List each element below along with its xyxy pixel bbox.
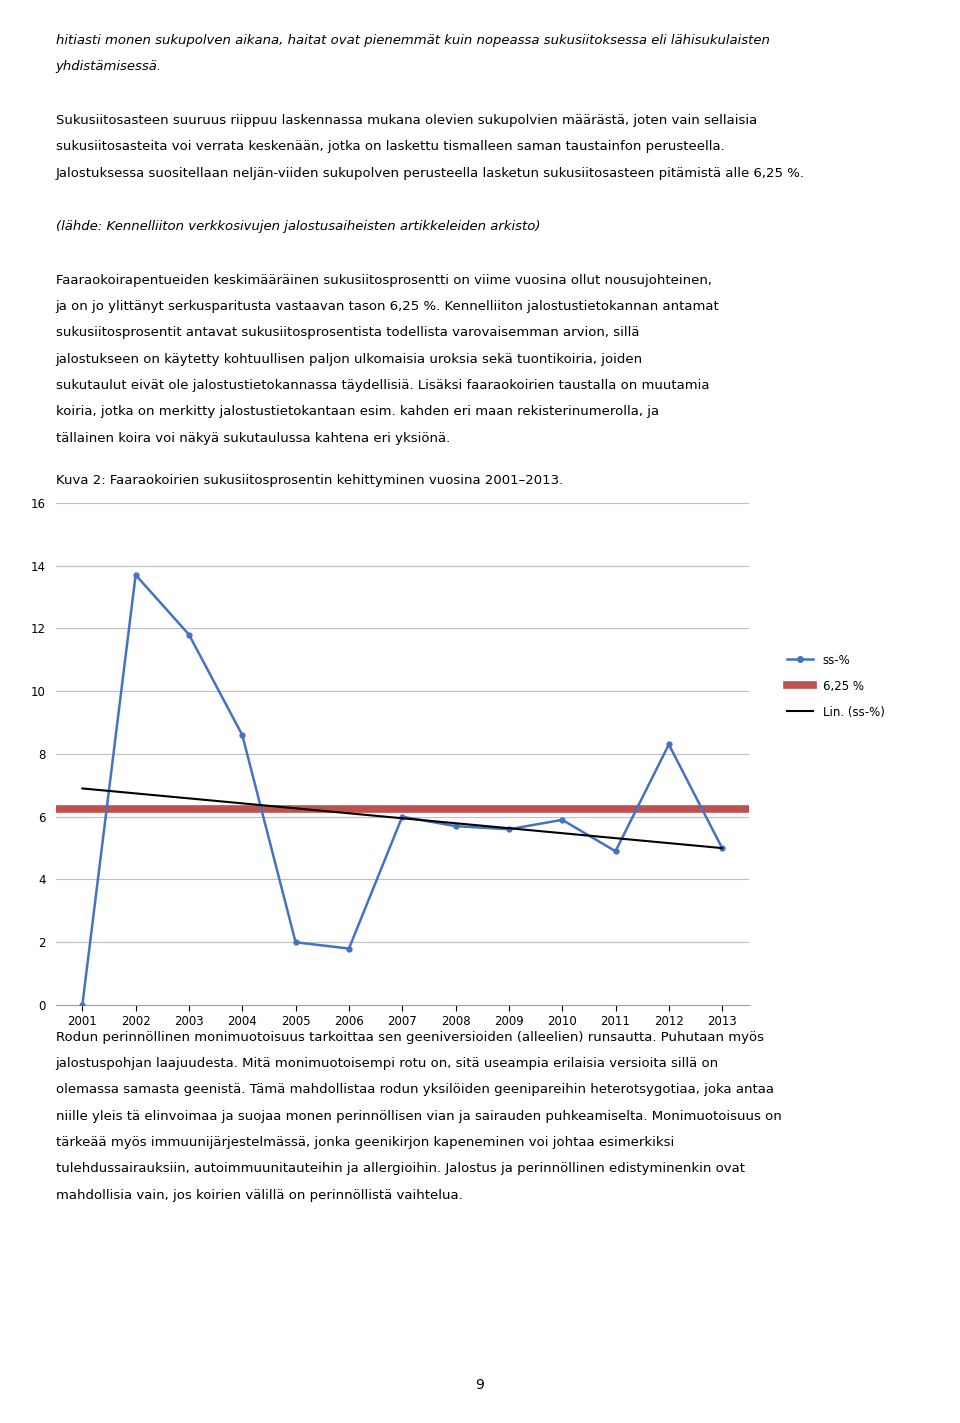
Text: sukusiitosprosentit antavat sukusiitosprosentista todellista varovaisemman arvio: sukusiitosprosentit antavat sukusiitospr… — [56, 326, 639, 339]
Text: tällainen koira voi näkyä sukutaulussa kahtena eri yksiönä.: tällainen koira voi näkyä sukutaulussa k… — [56, 431, 450, 444]
Text: niille yleis tä elinvoimaa ja suojaa monen perinnöllisen vian ja sairauden puhke: niille yleis tä elinvoimaa ja suojaa mon… — [56, 1110, 781, 1123]
Text: yhdistämisessä.: yhdistämisessä. — [56, 60, 162, 74]
Text: jalostukseen on käytetty kohtuullisen paljon ulkomaisia uroksia sekä tuontikoiri: jalostukseen on käytetty kohtuullisen pa… — [56, 353, 643, 366]
Text: Rodun perinnöllinen monimuotoisuus tarkoittaa sen geeniversioiden (alleelien) ru: Rodun perinnöllinen monimuotoisuus tarko… — [56, 1030, 764, 1043]
Text: tärkeää myös immuunijärjestelmässä, jonka geenikirjon kapeneminen voi johtaa esi: tärkeää myös immuunijärjestelmässä, jonk… — [56, 1136, 674, 1148]
Text: jalostuspohjan laajuudesta. Mitä monimuotoisempi rotu on, sitä useampia erilaisi: jalostuspohjan laajuudesta. Mitä monimuo… — [56, 1057, 719, 1070]
Text: Faaraokoirapentueiden keskimääräinen sukusiitosprosentti on viime vuosina ollut : Faaraokoirapentueiden keskimääräinen suk… — [56, 273, 711, 286]
Text: Sukusiitosasteen suuruus riippuu laskennassa mukana olevien sukupolvien määrästä: Sukusiitosasteen suuruus riippuu laskenn… — [56, 114, 756, 127]
Text: olemassa samasta geenistä. Tämä mahdollistaa rodun yksilöiden geenipareihin hete: olemassa samasta geenistä. Tämä mahdolli… — [56, 1083, 774, 1096]
Text: Jalostuksessa suositellaan neljän-viiden sukupolven perusteella lasketun sukusii: Jalostuksessa suositellaan neljän-viiden… — [56, 166, 804, 179]
Text: tulehdussairauksiin, autoimmuunitauteihin ja allergioihin. Jalostus ja perinnöll: tulehdussairauksiin, autoimmuunitauteihi… — [56, 1163, 745, 1175]
Text: sukutaulut eivät ole jalostustietokannassa täydellisiä. Lisäksi faaraokoirien ta: sukutaulut eivät ole jalostustietokannas… — [56, 379, 709, 391]
Text: hitiasti monen sukupolven aikana, haitat ovat pienemmät kuin nopeassa sukusiitok: hitiasti monen sukupolven aikana, haitat… — [56, 34, 770, 47]
Text: mahdollisia vain, jos koirien välillä on perinnöllistä vaihtelua.: mahdollisia vain, jos koirien välillä on… — [56, 1188, 463, 1201]
Text: koiria, jotka on merkitty jalostustietokantaan esim. kahden eri maan rekisterinu: koiria, jotka on merkitty jalostustietok… — [56, 406, 659, 418]
Text: Kuva 2: Faaraokoirien sukusiitosprosentin kehittyminen vuosina 2001–2013.: Kuva 2: Faaraokoirien sukusiitosprosenti… — [56, 474, 563, 487]
Text: 9: 9 — [475, 1377, 485, 1392]
Text: (lähde: Kennelliiton verkkosivujen jalostusaiheisten artikkeleiden arkisto): (lähde: Kennelliiton verkkosivujen jalos… — [56, 221, 540, 233]
Text: ja on jo ylittänyt serkusparitusta vastaavan tason 6,25 %. Kennelliiton jalostus: ja on jo ylittänyt serkusparitusta vasta… — [56, 300, 719, 313]
Legend: ss-%, 6,25 %, Lin. (ss-%): ss-%, 6,25 %, Lin. (ss-%) — [782, 649, 889, 724]
Text: sukusiitosasteita voi verrata keskenään, jotka on laskettu tismalleen saman taus: sukusiitosasteita voi verrata keskenään,… — [56, 141, 725, 154]
